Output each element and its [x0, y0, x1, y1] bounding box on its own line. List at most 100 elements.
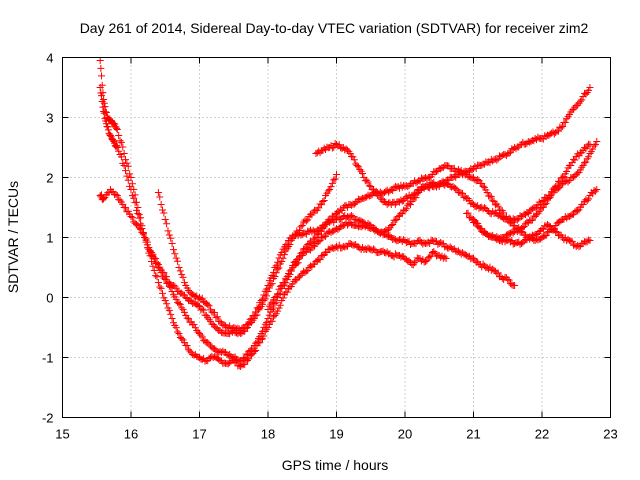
data-point — [152, 272, 160, 280]
series-sat-2 — [96, 84, 519, 365]
data-point — [150, 266, 158, 274]
data-point — [422, 258, 430, 265]
data-point — [298, 249, 306, 256]
data-point — [471, 218, 479, 226]
data-point — [411, 259, 419, 267]
data-point — [283, 272, 291, 280]
data-point — [117, 138, 125, 146]
data-point — [274, 290, 282, 298]
data-point — [324, 187, 332, 195]
data-point — [256, 333, 264, 341]
data-point — [391, 216, 399, 224]
series-sat-5 — [312, 84, 594, 208]
data-point — [264, 282, 272, 289]
axis-ticks — [62, 57, 611, 418]
data-point — [139, 230, 147, 238]
data-point — [216, 318, 224, 325]
data-point — [264, 306, 272, 313]
data-point — [406, 201, 414, 209]
data-point — [442, 255, 450, 262]
data-point — [134, 204, 142, 211]
x-tick-label: 16 — [124, 427, 138, 442]
data-point — [165, 231, 173, 239]
data-point — [580, 159, 588, 167]
data-point — [116, 137, 124, 145]
data-point — [154, 279, 162, 286]
data-point — [243, 321, 251, 328]
data-point — [387, 222, 395, 229]
data-point — [313, 231, 321, 239]
data-point — [174, 328, 182, 336]
data-point — [153, 273, 161, 281]
data-point — [546, 223, 554, 231]
data-point — [115, 131, 123, 139]
data-point — [405, 257, 413, 265]
data-point — [578, 96, 586, 104]
data-point — [486, 192, 494, 200]
data-point — [582, 158, 590, 166]
data-point — [545, 195, 553, 202]
data-point — [271, 294, 279, 301]
data-point — [106, 132, 114, 139]
data-point — [269, 268, 277, 276]
data-point — [137, 225, 145, 233]
data-point — [159, 289, 167, 297]
y-tick-label: -2 — [42, 411, 54, 426]
data-point — [252, 339, 260, 347]
data-point — [542, 231, 550, 239]
data-point — [561, 118, 569, 126]
data-point — [269, 304, 277, 312]
data-point — [333, 171, 340, 178]
data-point — [317, 201, 325, 209]
data-point — [363, 176, 371, 184]
data-point — [494, 269, 502, 277]
data-point — [141, 234, 149, 241]
data-point — [297, 223, 305, 231]
data-point — [161, 297, 169, 304]
data-point — [272, 262, 280, 270]
data-point — [124, 162, 132, 170]
data-point — [175, 330, 183, 337]
series-sat-8 — [470, 218, 594, 251]
data-point — [161, 216, 169, 223]
data-point — [557, 124, 565, 132]
data-point — [175, 300, 183, 307]
data-point — [123, 172, 131, 180]
data-point — [335, 141, 343, 149]
data-point — [338, 206, 346, 214]
y-tick-label: 1 — [46, 231, 53, 246]
y-tick-label: 0 — [46, 291, 53, 306]
data-point — [479, 182, 487, 190]
data-point — [267, 300, 275, 308]
data-point — [582, 90, 590, 98]
data-point — [122, 156, 130, 164]
data-point — [132, 220, 140, 228]
data-point — [156, 283, 164, 291]
data-point — [348, 211, 356, 219]
data-point — [183, 342, 191, 350]
data-point — [298, 222, 306, 229]
data-point — [591, 187, 599, 195]
series-sat-6 — [264, 162, 601, 313]
data-point — [459, 189, 467, 197]
data-point — [113, 126, 121, 133]
data-point — [164, 227, 172, 235]
data-point — [176, 300, 184, 308]
data-point — [113, 192, 121, 199]
data-point — [154, 189, 162, 196]
data-point — [160, 209, 168, 217]
data-point — [586, 84, 594, 91]
y-tick-label: 4 — [46, 51, 53, 66]
data-point — [589, 145, 597, 153]
data-point — [297, 249, 305, 257]
data-point — [302, 217, 310, 225]
data-point — [578, 163, 586, 171]
data-point — [593, 186, 601, 193]
x-tick-label: 17 — [192, 427, 206, 442]
data-point — [401, 207, 409, 214]
data-point — [541, 200, 549, 208]
x-tick-label: 18 — [261, 427, 275, 442]
data-point — [183, 314, 191, 322]
data-point — [259, 327, 267, 335]
data-point — [122, 204, 130, 212]
